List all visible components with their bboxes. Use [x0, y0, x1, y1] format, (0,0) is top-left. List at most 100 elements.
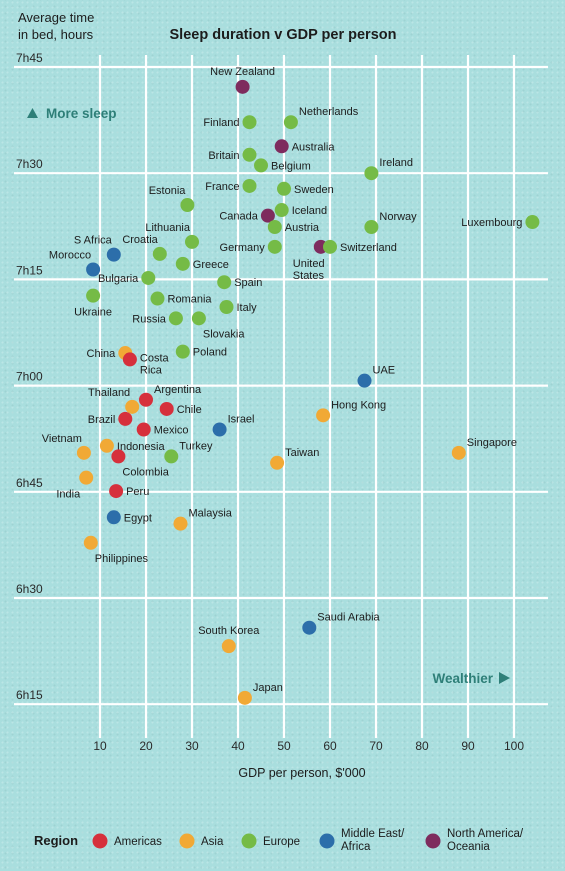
point-label: Canada	[219, 211, 258, 223]
x-tick-label: 50	[277, 739, 291, 753]
y-tick-label: 6h45	[16, 476, 43, 490]
point-label: Thailand	[88, 387, 130, 399]
data-point	[139, 392, 153, 407]
x-tick-label: 30	[185, 739, 199, 753]
point-label: Sweden	[294, 184, 334, 196]
point-label: S Africa	[74, 235, 113, 247]
legend-title: Region	[34, 833, 78, 848]
data-point	[316, 408, 331, 423]
data-point	[86, 288, 101, 303]
y-axis-title-line-1: Average time	[18, 10, 94, 25]
x-tick-label: 70	[369, 739, 383, 753]
legend-label: Middle East/Africa	[341, 828, 405, 853]
data-point	[357, 373, 372, 388]
x-tick-label: 60	[323, 739, 337, 753]
data-point	[79, 470, 94, 485]
data-point	[364, 220, 379, 235]
point-label: Brazil	[88, 414, 116, 426]
data-point	[111, 449, 126, 464]
data-point	[242, 178, 257, 193]
up-triangle-icon	[27, 108, 38, 118]
point-label: Philippines	[95, 553, 149, 565]
data-point	[99, 438, 114, 453]
legend-swatch	[319, 833, 335, 849]
point-label: Peru	[126, 486, 149, 498]
y-tick-label: 7h00	[16, 370, 43, 384]
point-label: Croatia	[122, 234, 158, 246]
point-label: Turkey	[179, 440, 213, 452]
legend-swatch	[425, 833, 441, 849]
point-label: Estonia	[149, 185, 187, 197]
point-label: Poland	[193, 347, 227, 359]
y-tick-label: 7h45	[16, 51, 43, 65]
point-label: Indonesia	[117, 441, 166, 453]
point-label: Mexico	[154, 424, 189, 436]
data-point	[180, 198, 195, 213]
data-point	[235, 79, 250, 94]
point-label: Switzerland	[340, 242, 397, 254]
data-point	[254, 158, 268, 173]
x-axis-title: GDP per person, $'000	[238, 766, 365, 780]
data-point	[267, 239, 282, 254]
data-point	[83, 535, 98, 550]
wealthier-label: Wealthier	[432, 671, 493, 686]
x-tick-labels: 10 20 30 40 50 60 70 80 90 100	[93, 739, 524, 753]
point-label: Romania	[168, 294, 213, 306]
point-label: Argentina	[154, 384, 202, 396]
data-point	[221, 639, 236, 654]
data-point	[237, 690, 252, 705]
point-label: Slovakia	[203, 328, 245, 340]
point-label: France	[205, 181, 239, 193]
point-label: Colombia	[122, 466, 169, 478]
point-label: New Zealand	[210, 66, 275, 78]
y-tick-label: 7h30	[16, 157, 43, 171]
legend-swatch	[179, 833, 195, 849]
point-label: UAE	[373, 365, 396, 377]
data-point	[106, 510, 121, 525]
chart-title: Sleep duration v GDP per person	[170, 27, 397, 43]
more-sleep-label: More sleep	[46, 106, 117, 121]
data-point	[76, 445, 91, 460]
data-point	[175, 256, 190, 271]
point-label: Singapore	[467, 437, 517, 449]
data-point	[219, 300, 234, 315]
data-point	[212, 422, 227, 437]
point-label: China	[87, 348, 117, 360]
point-label: Hong Kong	[331, 399, 386, 411]
wealthier-annotation: Wealthier	[432, 671, 510, 686]
legend-label: Americas	[114, 836, 162, 848]
data-point	[451, 445, 466, 460]
data-point	[159, 401, 174, 416]
data-point	[242, 147, 257, 162]
point-label: Taiwan	[285, 447, 319, 459]
data-point	[168, 311, 183, 326]
y-tick-label: 6h15	[16, 688, 43, 702]
point-label: India	[56, 489, 81, 501]
point-label: Ireland	[379, 157, 413, 169]
data-point	[242, 115, 257, 130]
x-tick-label: 100	[504, 739, 524, 753]
data-point	[267, 220, 282, 235]
data-point	[150, 291, 165, 306]
point-label: Israel	[228, 413, 255, 425]
x-tick-label: 90	[461, 739, 475, 753]
point-label: Belgium	[271, 160, 311, 172]
x-tick-label: 40	[231, 739, 245, 753]
point-label: Italy	[237, 302, 258, 314]
data-point	[141, 270, 156, 285]
legend-label: North America/Oceania	[447, 828, 524, 853]
point-label: Chile	[177, 404, 202, 416]
legend-swatch	[241, 833, 257, 849]
data-point	[173, 516, 188, 531]
data-point	[106, 247, 121, 262]
legend-label: Asia	[201, 836, 224, 848]
data-point	[152, 246, 167, 261]
point-label: Germany	[220, 242, 266, 254]
data-point	[525, 215, 540, 230]
point-label: Saudi Arabia	[317, 612, 380, 624]
data-point	[86, 262, 101, 277]
data-point	[302, 620, 317, 635]
point-label: Austria	[285, 222, 320, 234]
point-label: Japan	[253, 682, 283, 694]
